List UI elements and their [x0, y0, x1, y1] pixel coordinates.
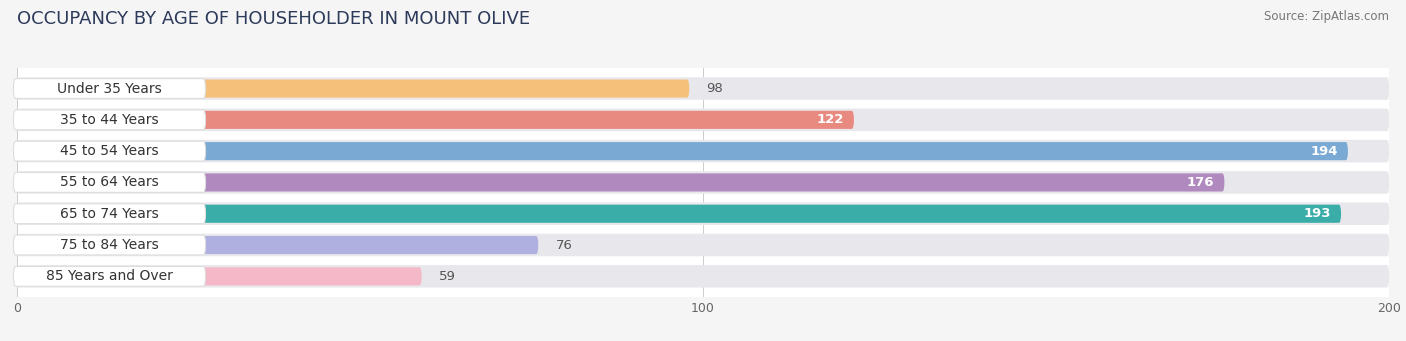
- Text: 45 to 54 Years: 45 to 54 Years: [60, 144, 159, 158]
- FancyBboxPatch shape: [17, 265, 1389, 287]
- FancyBboxPatch shape: [17, 140, 1389, 162]
- FancyBboxPatch shape: [17, 205, 1341, 223]
- Text: 65 to 74 Years: 65 to 74 Years: [60, 207, 159, 221]
- FancyBboxPatch shape: [14, 266, 205, 286]
- FancyBboxPatch shape: [17, 173, 1225, 192]
- FancyBboxPatch shape: [14, 79, 205, 99]
- Text: 76: 76: [555, 239, 572, 252]
- Text: 75 to 84 Years: 75 to 84 Years: [60, 238, 159, 252]
- Text: 85 Years and Over: 85 Years and Over: [46, 269, 173, 283]
- Text: 59: 59: [439, 270, 456, 283]
- FancyBboxPatch shape: [17, 79, 689, 98]
- Text: 98: 98: [706, 82, 723, 95]
- FancyBboxPatch shape: [14, 204, 205, 224]
- Text: Source: ZipAtlas.com: Source: ZipAtlas.com: [1264, 10, 1389, 23]
- Text: 176: 176: [1187, 176, 1215, 189]
- Text: 194: 194: [1310, 145, 1337, 158]
- FancyBboxPatch shape: [17, 203, 1389, 225]
- FancyBboxPatch shape: [14, 173, 205, 192]
- FancyBboxPatch shape: [14, 235, 205, 255]
- Text: Under 35 Years: Under 35 Years: [58, 81, 162, 95]
- Text: OCCUPANCY BY AGE OF HOUSEHOLDER IN MOUNT OLIVE: OCCUPANCY BY AGE OF HOUSEHOLDER IN MOUNT…: [17, 10, 530, 28]
- FancyBboxPatch shape: [14, 141, 205, 161]
- FancyBboxPatch shape: [17, 236, 538, 254]
- FancyBboxPatch shape: [17, 234, 1389, 256]
- Text: 193: 193: [1303, 207, 1331, 220]
- FancyBboxPatch shape: [17, 111, 853, 129]
- Text: 35 to 44 Years: 35 to 44 Years: [60, 113, 159, 127]
- FancyBboxPatch shape: [17, 171, 1389, 194]
- Text: 122: 122: [817, 113, 844, 126]
- FancyBboxPatch shape: [14, 110, 205, 130]
- FancyBboxPatch shape: [17, 142, 1348, 160]
- FancyBboxPatch shape: [17, 267, 422, 285]
- FancyBboxPatch shape: [17, 77, 1389, 100]
- Text: 55 to 64 Years: 55 to 64 Years: [60, 175, 159, 190]
- FancyBboxPatch shape: [17, 108, 1389, 131]
